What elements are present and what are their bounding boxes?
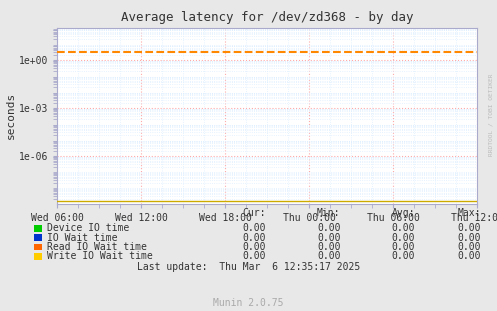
Text: Read IO Wait time: Read IO Wait time	[47, 242, 147, 252]
Y-axis label: seconds: seconds	[6, 92, 16, 139]
Text: 0.00: 0.00	[458, 242, 481, 252]
Text: RRDTOOL / TOBI OETIKER: RRDTOOL / TOBI OETIKER	[489, 74, 494, 156]
Text: IO Wait time: IO Wait time	[47, 233, 117, 243]
Text: 0.00: 0.00	[317, 223, 340, 233]
Text: 0.00: 0.00	[458, 251, 481, 261]
Text: 0.00: 0.00	[458, 233, 481, 243]
Text: 0.00: 0.00	[243, 233, 266, 243]
Text: 0.00: 0.00	[243, 223, 266, 233]
Text: Cur:: Cur:	[243, 208, 266, 218]
Text: 0.00: 0.00	[392, 223, 415, 233]
Text: Device IO time: Device IO time	[47, 223, 129, 233]
Text: 0.00: 0.00	[392, 251, 415, 261]
Text: 0.00: 0.00	[317, 242, 340, 252]
Text: 0.00: 0.00	[243, 242, 266, 252]
Text: 0.00: 0.00	[243, 251, 266, 261]
Text: Max:: Max:	[458, 208, 481, 218]
Text: 0.00: 0.00	[317, 233, 340, 243]
Title: Average latency for /dev/zd368 - by day: Average latency for /dev/zd368 - by day	[121, 11, 414, 24]
Text: 0.00: 0.00	[458, 223, 481, 233]
Text: 0.00: 0.00	[392, 242, 415, 252]
Text: Last update:  Thu Mar  6 12:35:17 2025: Last update: Thu Mar 6 12:35:17 2025	[137, 262, 360, 272]
Text: Write IO Wait time: Write IO Wait time	[47, 251, 153, 261]
Text: Avg:: Avg:	[392, 208, 415, 218]
Text: Munin 2.0.75: Munin 2.0.75	[213, 298, 284, 308]
Text: 0.00: 0.00	[392, 233, 415, 243]
Text: Min:: Min:	[317, 208, 340, 218]
Text: 0.00: 0.00	[317, 251, 340, 261]
